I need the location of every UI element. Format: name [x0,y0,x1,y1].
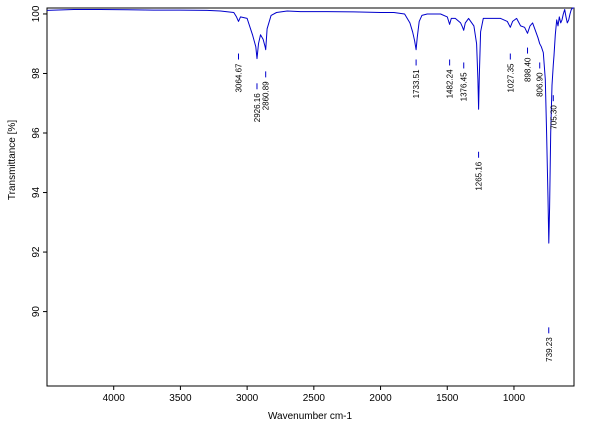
x-tick-label: 3500 [169,393,192,404]
peak-label: 1733.51 [412,69,421,98]
series-layer [46,7,574,244]
peak-annotations: 3064.67 2926.16 2860.89 1733.51 1482.24 1376.… [234,47,558,362]
peak-label: 705.30 [549,105,558,130]
peak-label: 1265.16 [475,161,484,190]
y-axis-title: Transmittance [%] [7,120,18,200]
peak-label: 898.40 [524,57,533,82]
peak-label: 3064.67 [234,63,243,92]
x-tick-label: 4000 [103,393,126,404]
y-axis-ticks: 100 98 96 94 92 90 [31,5,47,317]
x-tick-label: 2500 [303,393,326,404]
peak-label: 2860.89 [262,81,271,110]
spectrum-line [46,7,574,244]
x-tick-label: 3000 [236,393,259,404]
y-tick-label: 90 [31,306,42,318]
x-tick-label: 1000 [503,393,526,404]
peak-label: 2926.16 [253,93,262,122]
peak-label: 1027.35 [506,63,515,92]
y-tick-label: 92 [31,246,42,258]
plot-frame [46,7,575,387]
x-tick-label: 2000 [369,393,392,404]
x-axis-ticks: 4000 3500 3000 2500 2000 1500 1000 [103,386,526,404]
x-tick-label: 1500 [436,393,459,404]
peak-label: 1376.45 [460,72,469,101]
y-tick-label: 98 [31,67,42,79]
y-tick-label: 100 [31,5,42,22]
peak-label: 1482.24 [446,69,455,98]
peak-label: 806.90 [536,72,545,97]
y-tick-label: 96 [31,127,42,139]
peak-label: 739.23 [545,337,554,362]
y-tick-label: 94 [31,187,42,199]
x-axis-title: Wavenumber cm-1 [268,411,353,422]
